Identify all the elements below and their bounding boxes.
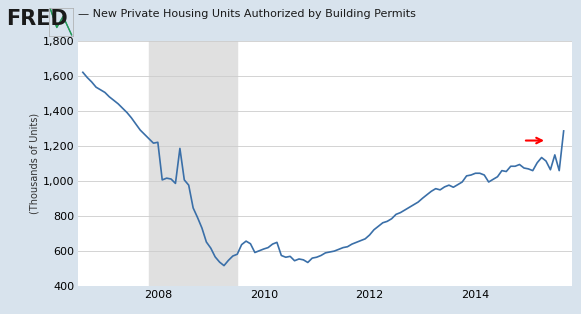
Text: — New Private Housing Units Authorized by Building Permits: — New Private Housing Units Authorized b… bbox=[78, 9, 417, 19]
Y-axis label: (Thousands of Units): (Thousands of Units) bbox=[30, 113, 40, 214]
Text: FRED: FRED bbox=[6, 9, 67, 30]
Bar bbox=[149, 41, 237, 286]
